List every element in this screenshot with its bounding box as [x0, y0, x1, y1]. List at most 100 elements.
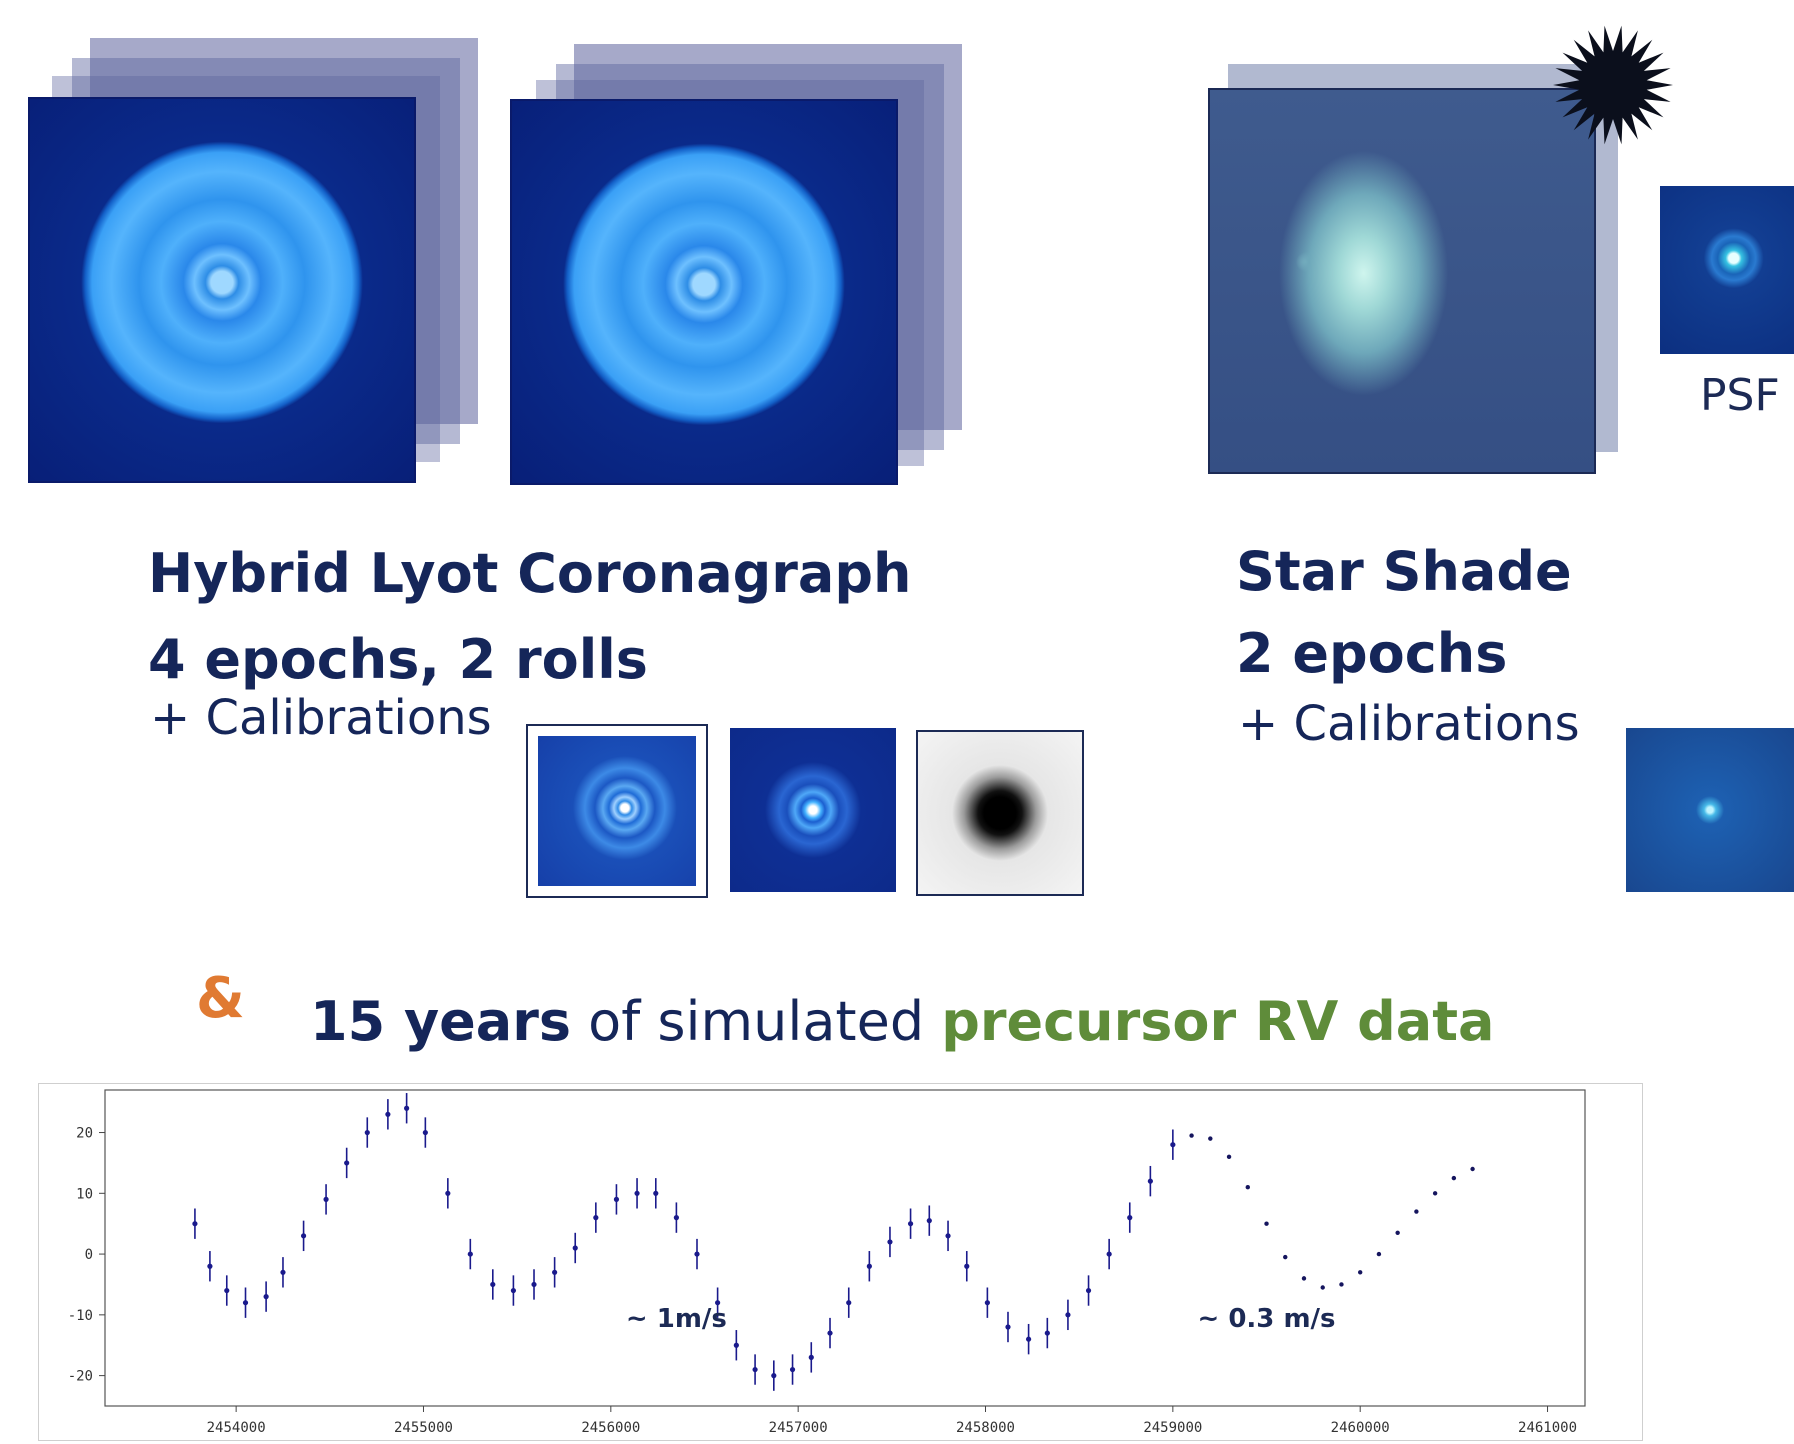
data-point: [1470, 1166, 1475, 1172]
x-tick-label: 2458000: [956, 1420, 1015, 1436]
calibration-image-1: [526, 724, 708, 898]
chart-annotation: ~ 1m/s: [626, 1304, 727, 1334]
chart-annotation: ~ 0.3 m/s: [1198, 1304, 1336, 1334]
data-point: [207, 1263, 213, 1269]
data-point: [907, 1221, 914, 1227]
data-point: [1085, 1287, 1092, 1294]
data-point: [385, 1111, 391, 1117]
data-point: [945, 1233, 951, 1239]
data-point: [1339, 1282, 1344, 1287]
coronagraph-calibrations: + Calibrations: [150, 690, 492, 746]
calibration-image-3: [916, 730, 1084, 896]
y-tick-label: 10: [76, 1186, 93, 1202]
data-point: [964, 1263, 970, 1269]
data-point: [344, 1160, 350, 1166]
x-tick-label: 2457000: [769, 1420, 828, 1436]
data-point: [364, 1129, 370, 1136]
rv-chart: 20 10 0 -10 -20 2454000 2455000 2456000 2457000 2…: [68, 1089, 1586, 1436]
data-point: [572, 1245, 578, 1251]
data-point: [771, 1373, 777, 1379]
data-point: [846, 1300, 852, 1306]
plot-area: [104, 1089, 1586, 1407]
data-point: [866, 1263, 872, 1269]
data-point: [1357, 1270, 1363, 1275]
data-point: [887, 1239, 893, 1245]
starshade-title: Star Shade: [1236, 540, 1572, 603]
data-point: [1065, 1312, 1071, 1318]
starshade-image: [1208, 88, 1596, 474]
x-tick-label: 2455000: [394, 1420, 453, 1436]
data-point: [1208, 1136, 1213, 1141]
data-point: [1147, 1178, 1153, 1184]
x-tick-label: 2459000: [1143, 1420, 1202, 1436]
ampersand-text: &: [196, 966, 245, 1031]
data-point: [827, 1330, 833, 1336]
starshade-subtitle: 2 epochs: [1236, 622, 1508, 685]
data-point: [1005, 1324, 1011, 1330]
rv-plot-panel: 20 10 0 -10 -20 2454000 2455000 2456000 2457000 2…: [38, 1083, 1643, 1441]
y-tick-label: -10: [68, 1308, 93, 1324]
data-point: [808, 1354, 814, 1360]
data-point: [1189, 1133, 1194, 1138]
y-tick-label: 20: [76, 1126, 93, 1142]
rv-heading-middle: of simulated: [570, 990, 942, 1053]
data-point: [1127, 1215, 1133, 1221]
data-point: [926, 1218, 932, 1224]
starshade-calibrations: + Calibrations: [1238, 696, 1580, 752]
data-point: [1451, 1175, 1457, 1181]
coronagraph-image: [510, 99, 898, 485]
starshade-calibration-image: [1626, 728, 1794, 892]
data-point: [422, 1129, 428, 1136]
data-point: [752, 1366, 758, 1373]
data-point: [593, 1215, 599, 1221]
x-tick-label: 2460000: [1331, 1420, 1390, 1436]
data-point: [1025, 1336, 1032, 1342]
data-point: [1395, 1230, 1400, 1236]
data-point: [653, 1190, 659, 1196]
ampersand: &: [196, 966, 245, 1031]
data-point: [1226, 1154, 1232, 1160]
data-point: [490, 1281, 496, 1288]
data-point: [634, 1190, 640, 1196]
data-point: [1044, 1330, 1050, 1336]
data-point: [510, 1287, 517, 1294]
coronagraph-title: Hybrid Lyot Coronagraph: [148, 542, 912, 605]
data-point: [733, 1342, 739, 1348]
data-point: [984, 1300, 990, 1306]
data-point: [613, 1196, 620, 1202]
data-point: [1414, 1209, 1419, 1214]
psf-image: [1660, 186, 1794, 354]
x-tick-label: 2454000: [207, 1420, 266, 1436]
data-point: [445, 1190, 451, 1196]
data-point: [1106, 1251, 1112, 1257]
data-point: [1432, 1191, 1438, 1196]
data-point: [280, 1269, 286, 1275]
data-point: [673, 1215, 679, 1221]
y-tick-label: -20: [68, 1369, 93, 1385]
data-point: [300, 1233, 307, 1239]
data-point: [323, 1196, 329, 1202]
x-tick-label: 2456000: [581, 1420, 640, 1436]
data-point: [242, 1300, 249, 1306]
starshade-icon: [1553, 25, 1673, 145]
data-point: [192, 1221, 198, 1227]
rv-heading: 15 years of simulated precursor RV data: [310, 990, 1494, 1053]
data-point: [1245, 1185, 1250, 1190]
y-tick-label: 0: [85, 1247, 93, 1263]
data-point: [1264, 1221, 1269, 1226]
data-point: [715, 1300, 721, 1306]
data-point: [1320, 1285, 1325, 1290]
data-point: [789, 1366, 796, 1373]
data-point: [467, 1251, 473, 1257]
rv-heading-years: 15 years: [310, 990, 571, 1053]
data-point: [404, 1105, 410, 1111]
x-tick-label: 2461000: [1518, 1420, 1577, 1436]
data-point: [1376, 1251, 1382, 1257]
coronagraph-image: [28, 97, 416, 483]
data-point: [552, 1269, 558, 1275]
rv-heading-emphasis: precursor RV data: [941, 990, 1495, 1053]
data-point: [263, 1294, 269, 1300]
data-point: [694, 1251, 700, 1257]
data-point: [1283, 1254, 1288, 1260]
psf-label: PSF: [1700, 370, 1780, 421]
